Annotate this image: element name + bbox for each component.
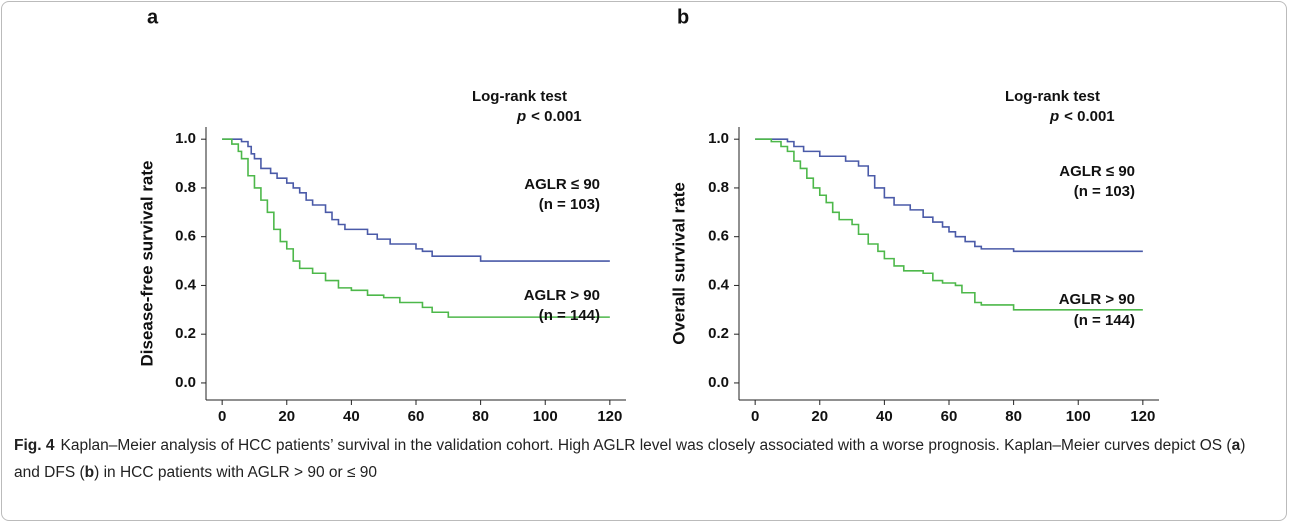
y-tick-label: 0.8	[708, 179, 729, 196]
legend-label: AGLR ≤ 90	[524, 176, 600, 193]
caption-text: ) in HCC patients with AGLR > 90 or ≤ 90	[94, 464, 378, 481]
p-value: < 0.001	[531, 108, 581, 125]
legend-label: AGLR > 90	[524, 287, 600, 304]
x-tick-label: 0	[751, 408, 759, 425]
x-tick-label: 0	[218, 408, 226, 425]
caption-label: Fig. 4	[14, 437, 55, 454]
y-tick-label: 0.8	[175, 179, 196, 196]
panel-label: b	[677, 6, 689, 28]
p-value: < 0.001	[1064, 108, 1114, 125]
annotation-p: p < 0.001	[516, 108, 582, 125]
y-tick-label: 0.0	[708, 374, 729, 391]
x-tick-label: 120	[1130, 408, 1155, 425]
y-tick-label: 1.0	[708, 130, 729, 147]
y-tick-label: 0.0	[175, 374, 196, 391]
legend-label: AGLR > 90	[1059, 291, 1135, 308]
x-tick-label: 100	[533, 408, 558, 425]
survival-curve	[222, 138, 610, 262]
legend-n: (n = 144)	[539, 307, 600, 324]
x-tick-label: 80	[472, 408, 489, 425]
y-tick-label: 0.6	[175, 228, 196, 245]
x-tick-label: 120	[597, 408, 622, 425]
y-tick-label: 1.0	[175, 130, 196, 147]
x-tick-label: 20	[278, 408, 295, 425]
x-axis-label: Follow-up time (months)	[317, 429, 514, 430]
survival-curve	[755, 138, 1143, 253]
x-tick-label: 20	[811, 408, 828, 425]
x-tick-label: 60	[408, 408, 425, 425]
caption: Fig. 4 Kaplan–Meier analysis of HCC patie…	[14, 432, 1264, 486]
x-tick-label: 40	[876, 408, 893, 425]
y-axis-label: Overall survival rate	[669, 182, 688, 345]
x-tick-label: 80	[1005, 408, 1022, 425]
x-tick-label: 100	[1066, 408, 1091, 425]
y-tick-label: 0.2	[175, 325, 196, 342]
caption-text: a	[1231, 437, 1241, 454]
annotation-p: p < 0.001	[1049, 108, 1115, 125]
p-symbol: p	[1049, 108, 1059, 125]
y-tick-label: 0.4	[708, 276, 730, 293]
annotation-test: Log-rank test	[1005, 88, 1100, 105]
legend-n: (n = 103)	[1074, 183, 1135, 200]
figure: a 0.0 0.2 0.4 0.6 0.8 1.0 0 20 40 60 80 100 120 Follow…	[137, 6, 1159, 430]
annotation-test: Log-rank test	[472, 88, 567, 105]
p-symbol: p	[516, 108, 526, 125]
caption-text: b	[84, 464, 95, 481]
y-tick-label: 0.4	[175, 276, 197, 293]
x-tick-label: 60	[941, 408, 958, 425]
x-tick-label: 40	[343, 408, 360, 425]
legend-label: AGLR ≤ 90	[1059, 163, 1135, 180]
panel-label: a	[147, 6, 159, 28]
x-axis-label: Follow-up time (months)	[850, 429, 1047, 430]
caption-text: ) and DFS (	[14, 437, 1246, 481]
legend-n: (n = 103)	[539, 196, 600, 213]
survival-curve	[755, 138, 1143, 311]
legend-n: (n = 144)	[1074, 312, 1135, 329]
y-tick-label: 0.2	[708, 325, 729, 342]
y-tick-label: 0.6	[708, 228, 729, 245]
caption-text: Kaplan–Meier analysis of HCC patients’ s…	[60, 437, 1232, 454]
survival-curve	[222, 138, 610, 318]
y-axis-label: Disease-free survival rate	[137, 160, 156, 366]
